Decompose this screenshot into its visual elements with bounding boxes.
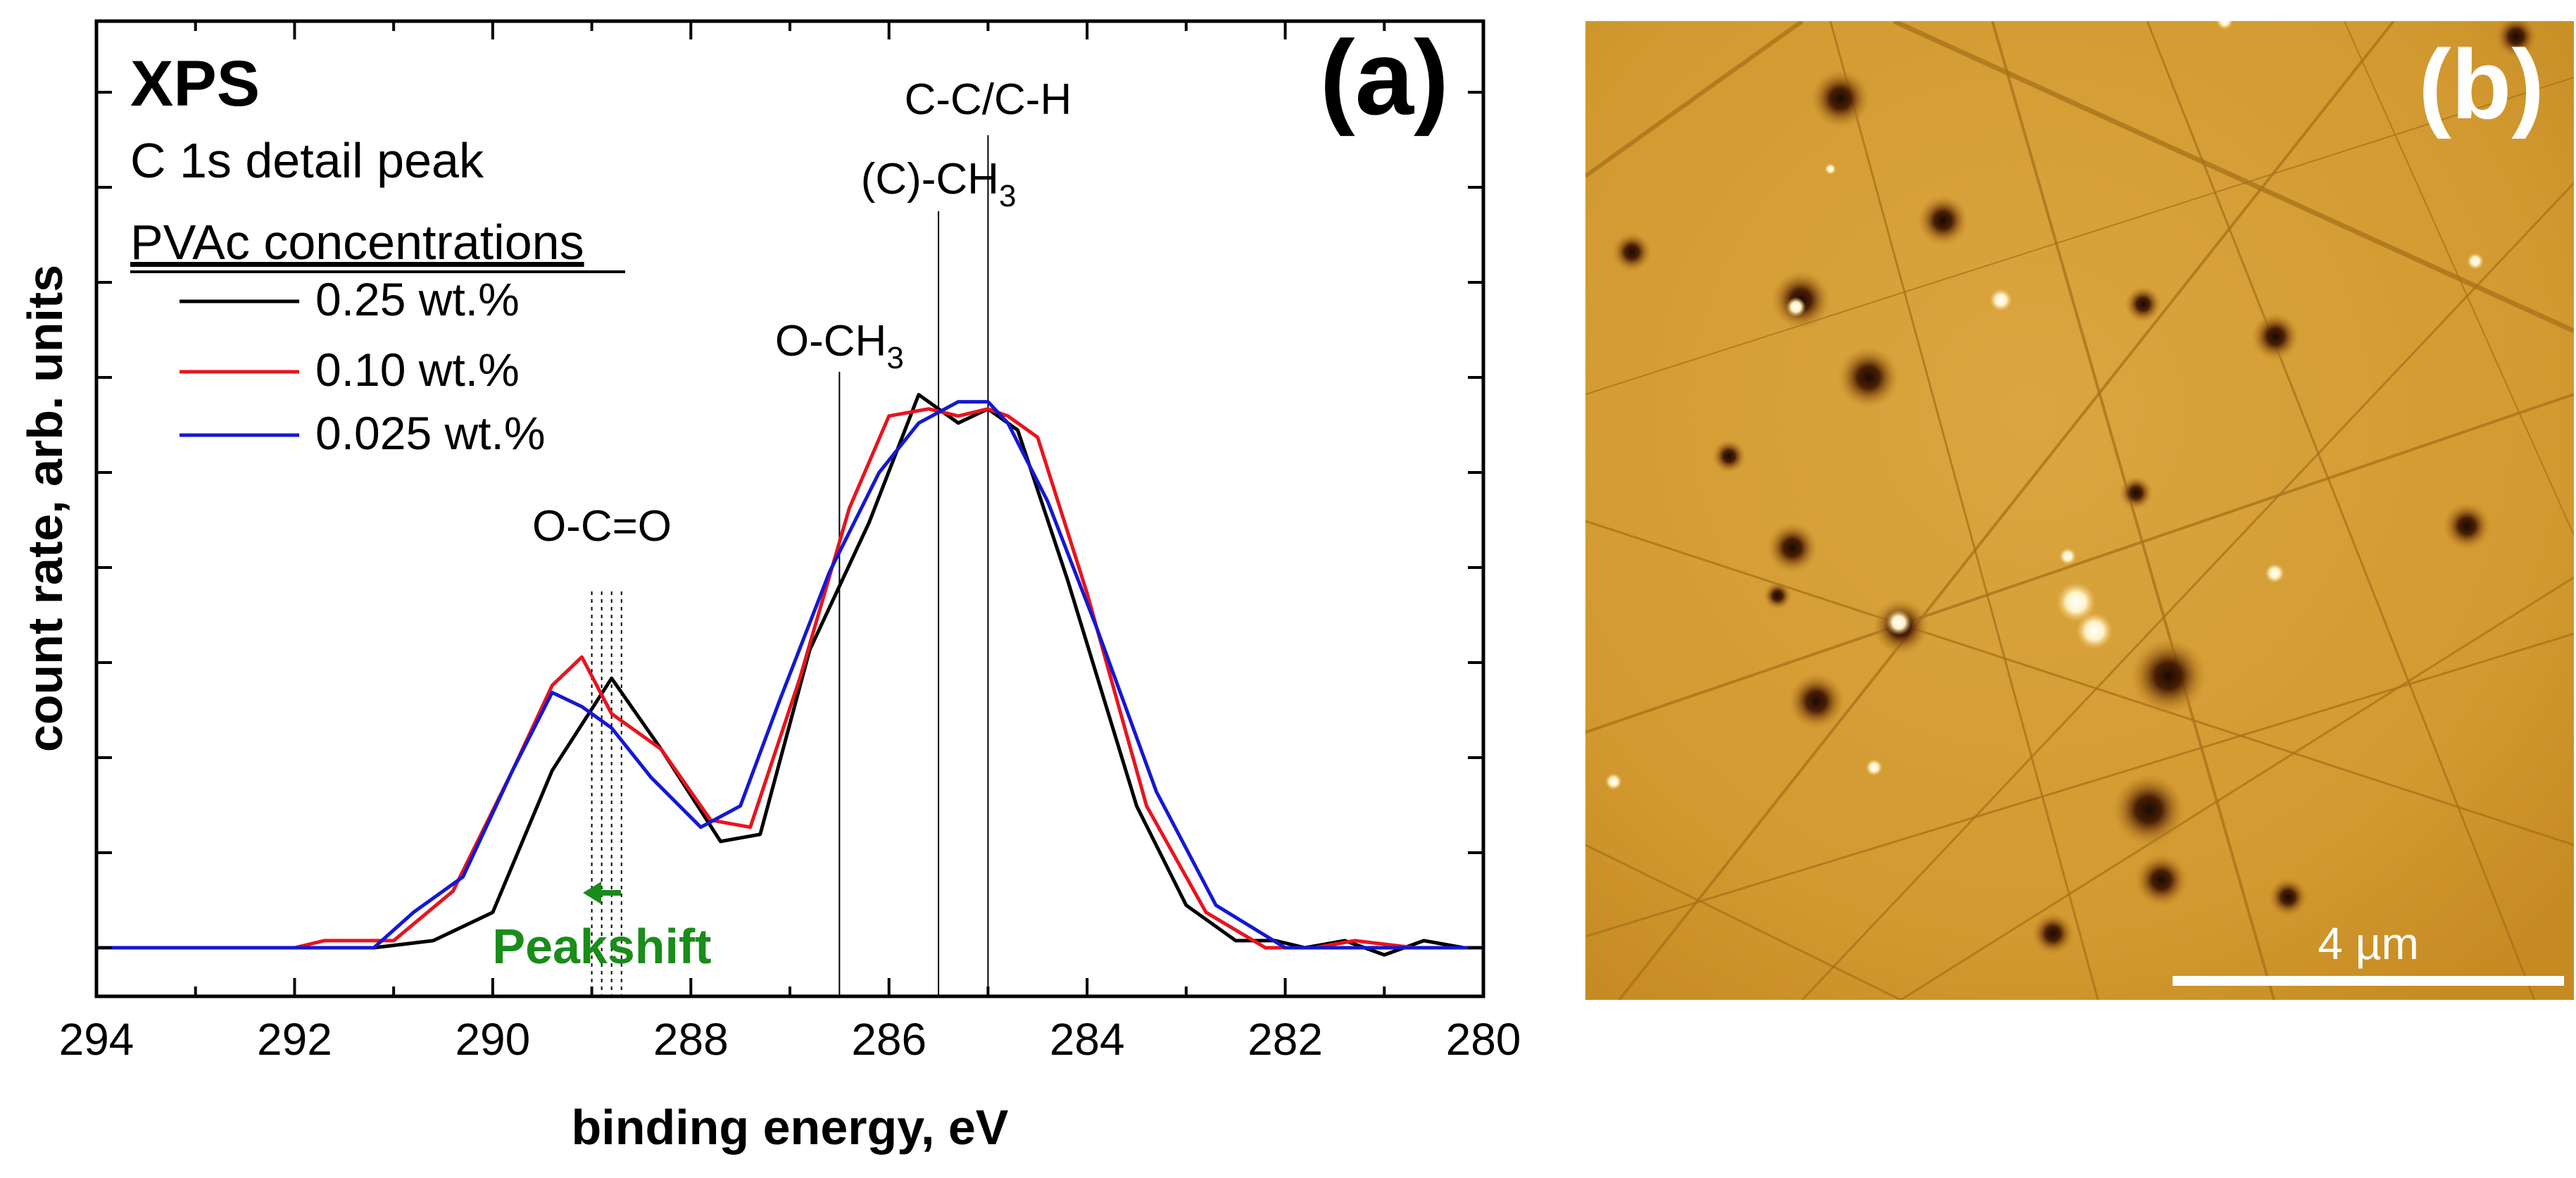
x-tick-label: 280 (1446, 1014, 1521, 1065)
x-tick-labels: 294 292 290 288 286 284 282 280 (59, 1014, 1521, 1065)
legend-title: PVAc concentrations (130, 215, 584, 270)
xps-chart: 294 292 290 288 286 284 282 280 (a) XPS C 1s de… (0, 0, 1577, 1178)
legend: 0.25 wt.% 0.10 wt.% 0.025 wt.% (180, 273, 546, 459)
x-tick-label: 284 (1050, 1014, 1125, 1065)
x-tick-label: 292 (257, 1014, 332, 1065)
afm-scratches (1585, 21, 2574, 1000)
y-axis-title: count rate, arb. units (18, 265, 73, 752)
x-axis-title: binding energy, eV (571, 1100, 1008, 1155)
chart-title: XPS (130, 48, 260, 120)
peakshift-arrow (583, 882, 621, 904)
scale-bar-label: 4 µm (2318, 918, 2419, 969)
afm-bumps (1605, 21, 2484, 790)
reference-label: O-CH3 (775, 317, 904, 375)
scale-bar (2173, 976, 2564, 986)
chart-subtitle: C 1s detail peak (130, 133, 484, 188)
peakshift-label: Peakshift (492, 919, 711, 974)
panel-label-a: (a) (1320, 18, 1449, 137)
afm-pits (1612, 21, 2537, 955)
x-tick-label: 282 (1248, 1014, 1323, 1065)
x-tick-label: 288 (653, 1014, 729, 1065)
legend-entry: 0.025 wt.% (315, 407, 546, 459)
x-tick-label: 290 (455, 1014, 530, 1065)
chart-background (0, 0, 1577, 1178)
reference-labels: O-CH3 (C)-CH3 C-C/C-H (775, 75, 1072, 375)
panel-label-b: (b) (2418, 29, 2544, 139)
afm-background (1585, 21, 2574, 1000)
legend-entry: 0.25 wt.% (315, 273, 520, 325)
reference-label: (C)-CH3 (861, 155, 1017, 213)
peak-label-oco: O-C=O (532, 502, 672, 551)
legend-entry: 0.10 wt.% (315, 344, 520, 396)
peak-dotted-lines (591, 591, 622, 996)
series-lines (96, 393, 1483, 957)
series-line-3 (96, 400, 1483, 950)
reference-lines (838, 135, 989, 996)
x-tick-label: 286 (851, 1014, 926, 1065)
x-tick-label: 294 (59, 1014, 134, 1065)
reference-label: C-C/C-H (905, 75, 1072, 124)
axis-ticks (95, 21, 1485, 996)
